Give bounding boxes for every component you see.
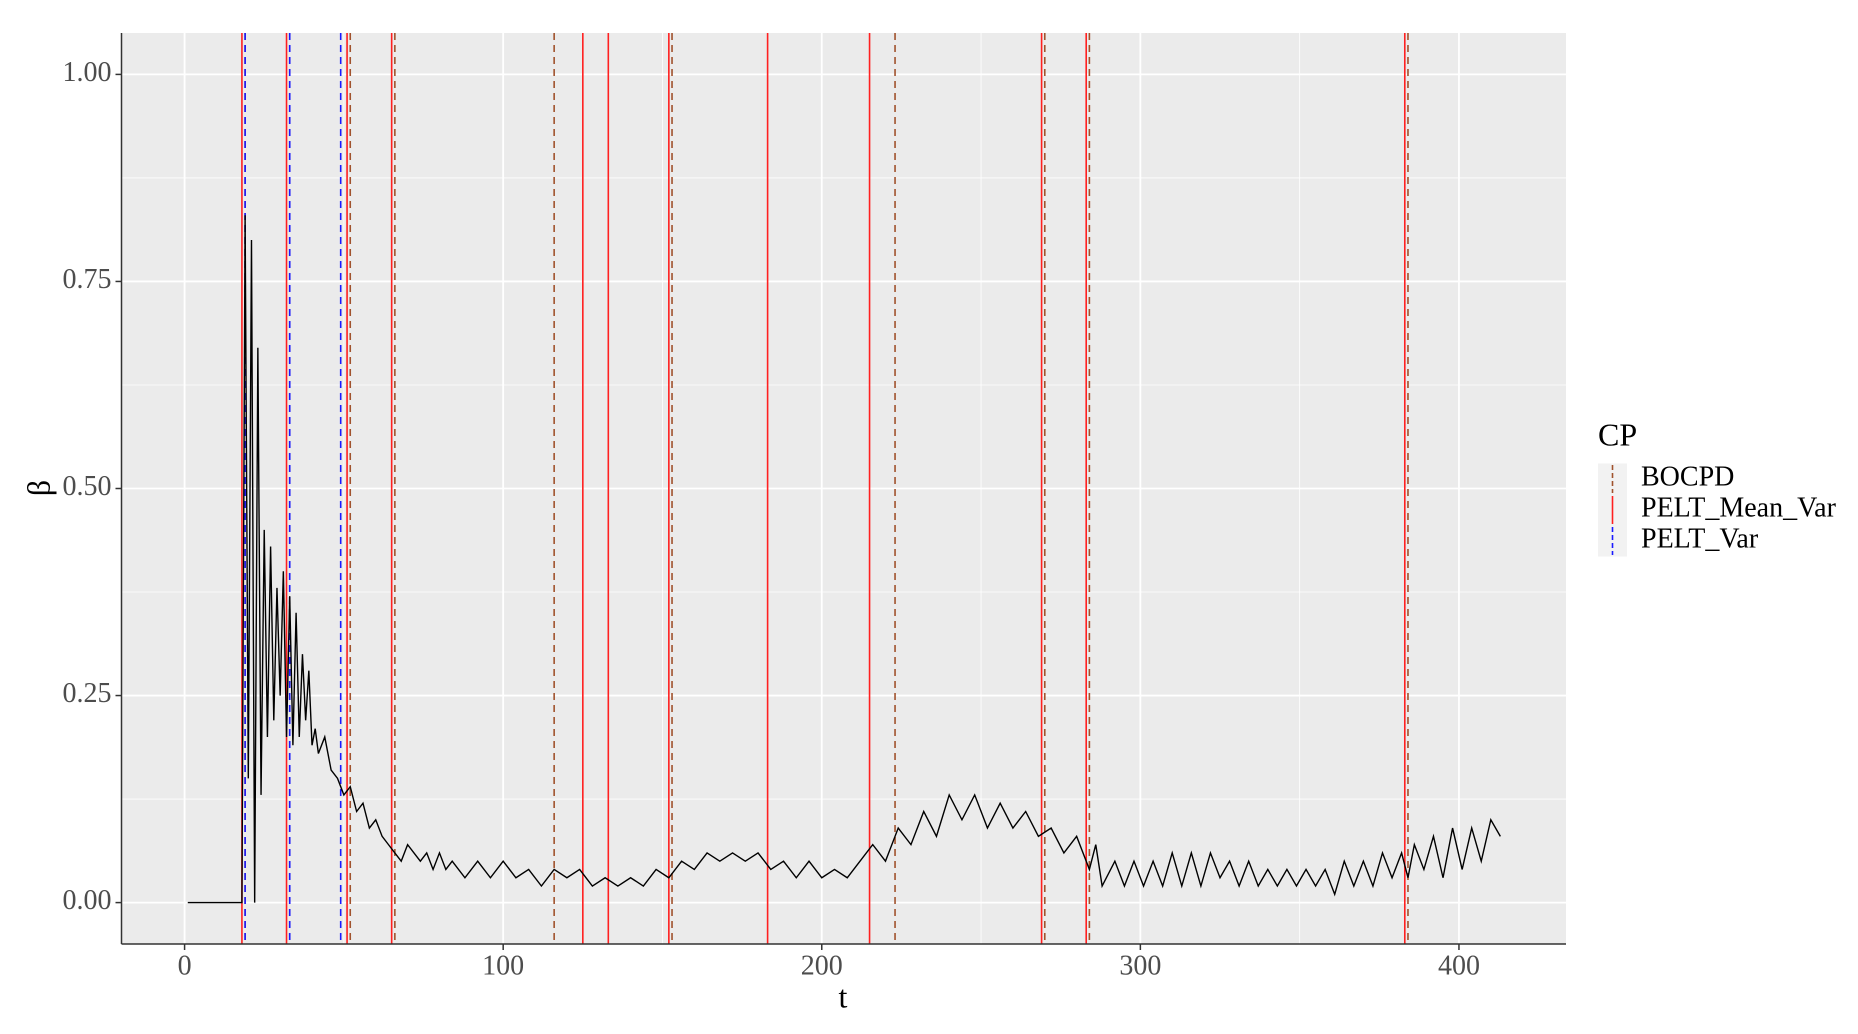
legend-label: PELT_Mean_Var [1641, 492, 1837, 523]
y-tick-label: 0.00 [63, 885, 112, 916]
changepoints [241, 33, 1409, 944]
x-tick-label: 200 [801, 950, 843, 981]
y-tick-label: 0.50 [63, 471, 112, 502]
y-axis-label: β [20, 480, 56, 496]
series-line [187, 215, 1501, 904]
y-tick-label: 0.25 [63, 678, 112, 709]
x-tick-label: 0 [178, 950, 192, 981]
grid [121, 33, 1566, 944]
legend-label: BOCPD [1641, 461, 1734, 492]
x-tick-label: 100 [482, 950, 524, 981]
x-tick-label: 400 [1438, 950, 1480, 981]
legend-label: PELT_Var [1641, 523, 1759, 554]
y-tick-label: 1.00 [63, 57, 112, 88]
series [187, 215, 1501, 904]
y-tick-label: 0.75 [63, 264, 112, 295]
x-tick-label: 300 [1119, 950, 1161, 981]
x-axis-label: t [839, 978, 848, 1014]
legend-title: CP [1598, 416, 1637, 452]
axes: 0.00 0.25 0.50 0.75 1.00 0 100 200 300 400 [63, 57, 1480, 982]
